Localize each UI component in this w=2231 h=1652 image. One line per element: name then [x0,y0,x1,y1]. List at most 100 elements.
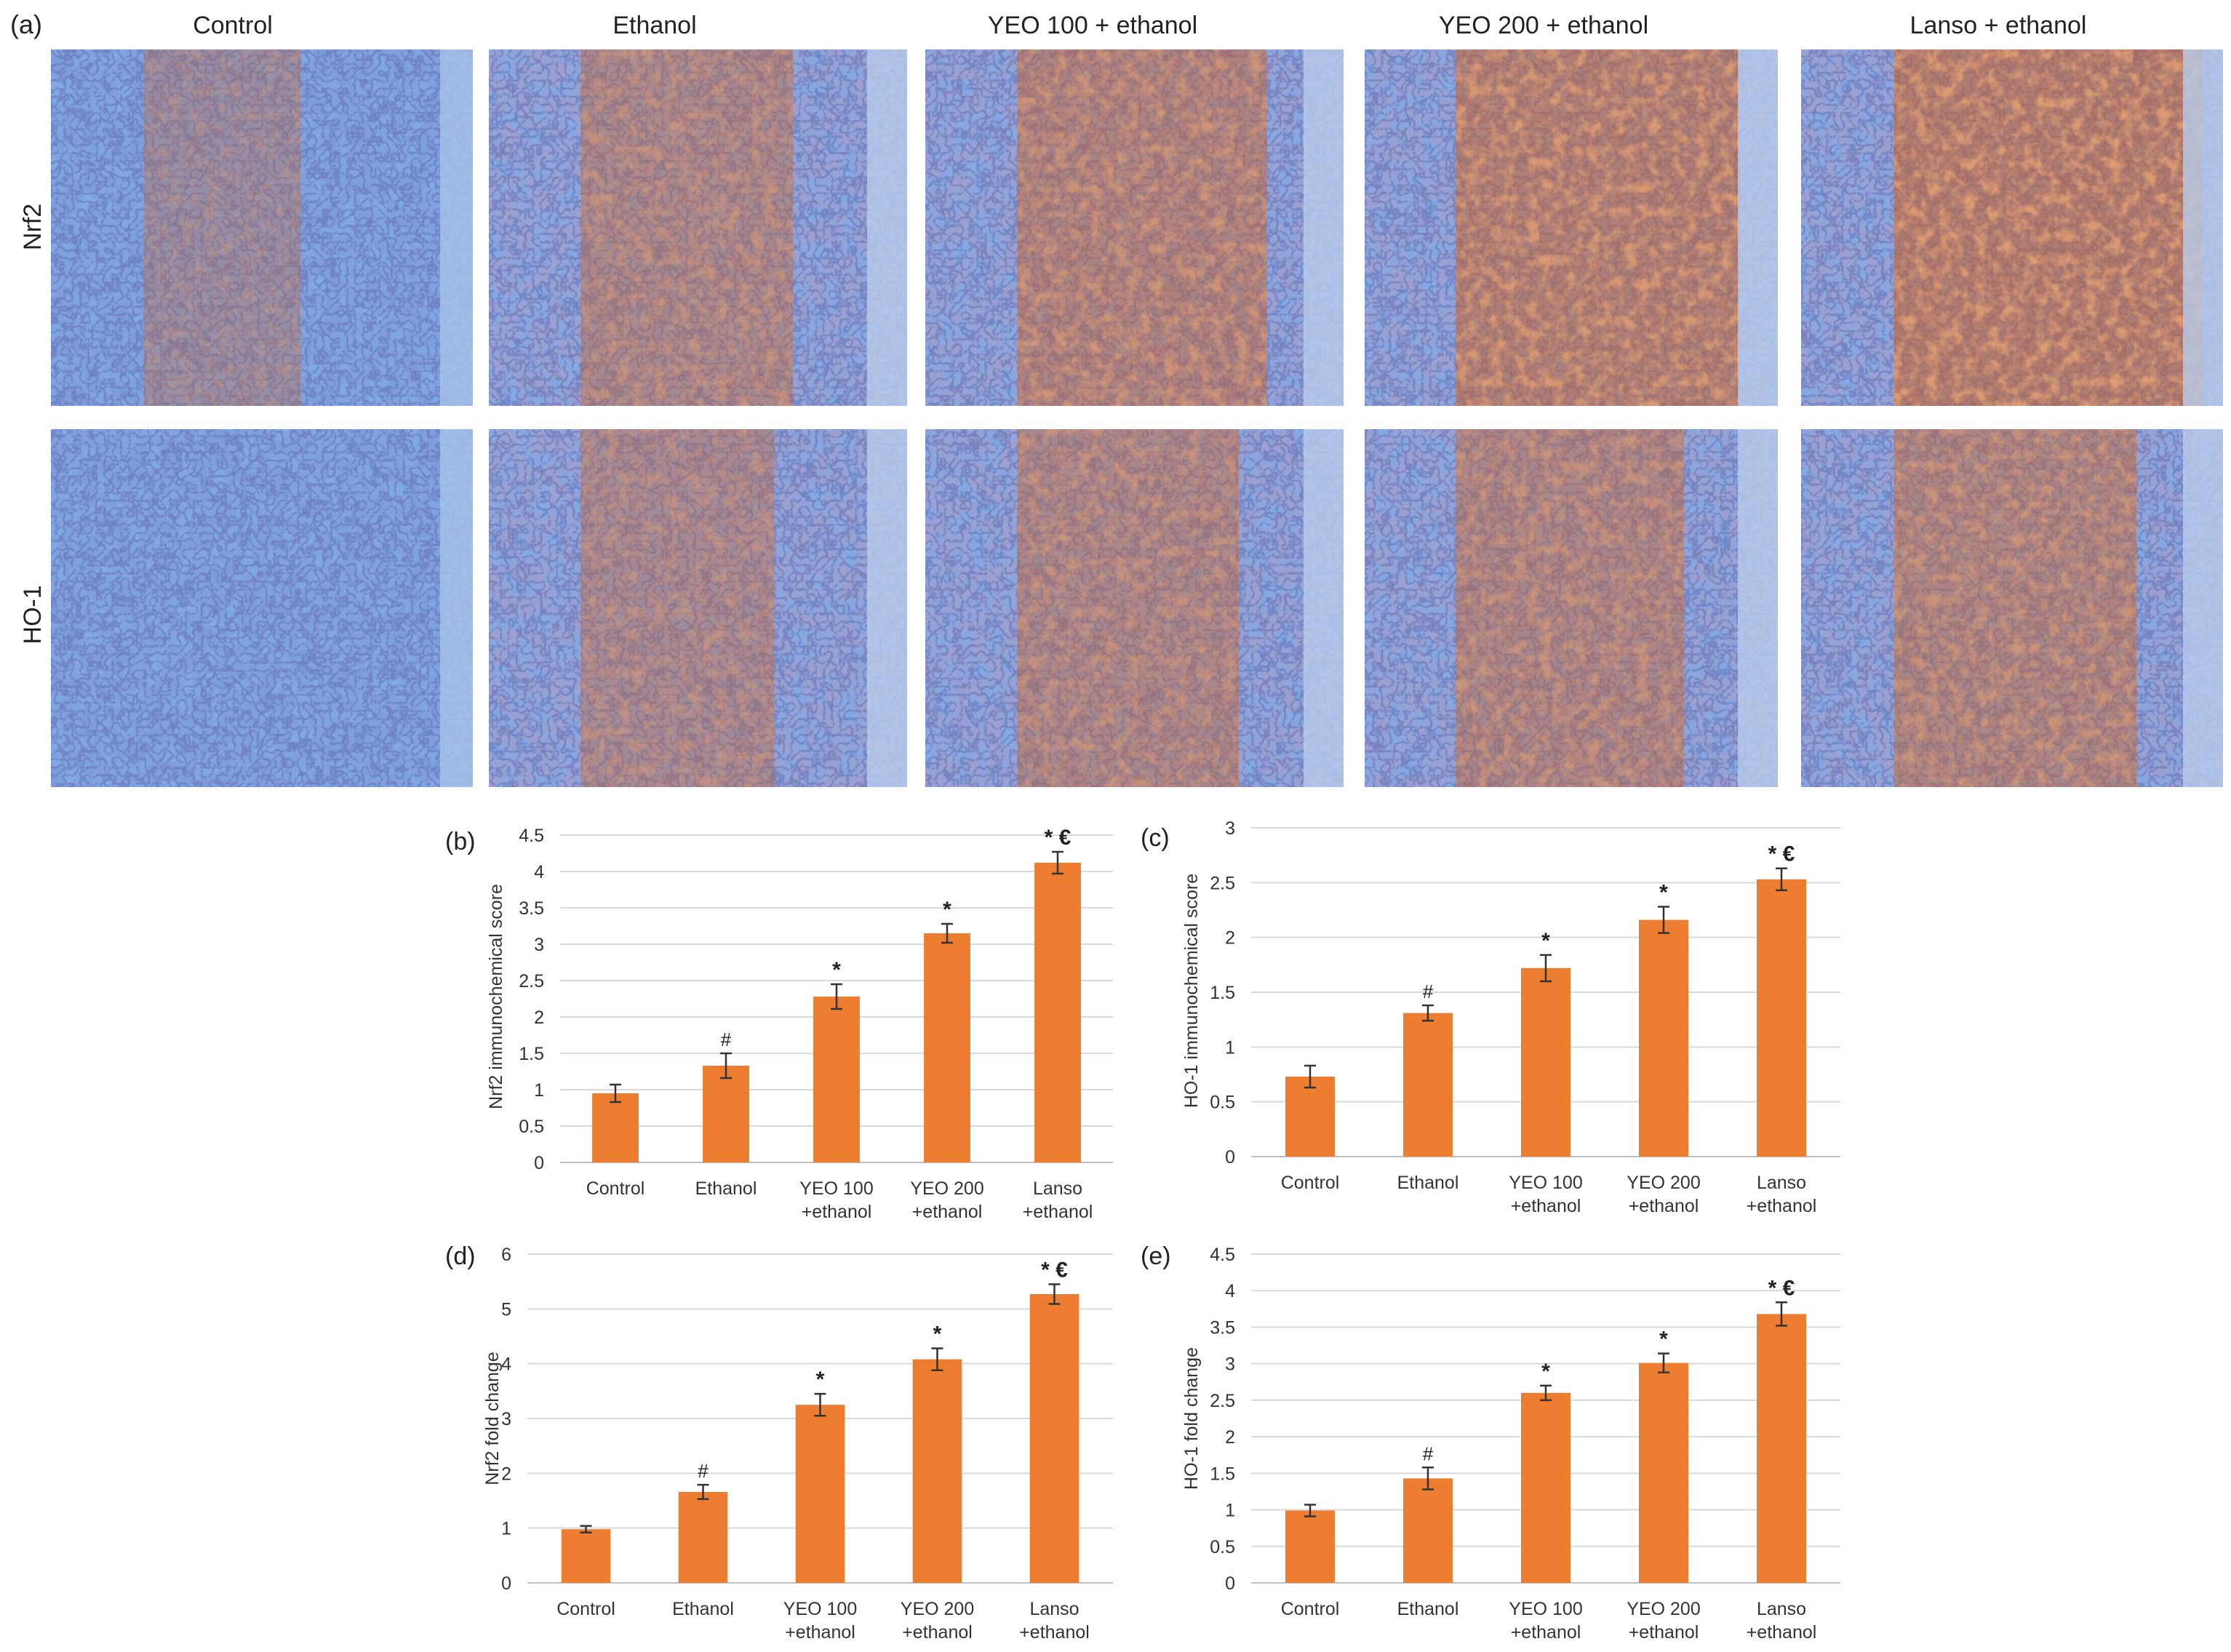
micrograph-muscle-layer [1304,429,1344,787]
micrograph-muscle-layer [2183,49,2223,406]
y-tick-label: 3 [501,1409,511,1429]
micrograph-brown-texture [1017,429,1240,787]
bar-lanso-ethanol [1034,863,1081,1162]
bar-yeo-100-ethanol [813,997,860,1162]
micrograph-muscle-layer [867,429,907,787]
bar-lanso-ethanol [1756,1314,1807,1583]
chart-ho1-immunochemical-score: (c) 0 0.5 1 1.5 2 2.5 3 HO-1 immunochemical scor… [1141,818,1840,1216]
x-tick-label: Control [586,1178,645,1199]
y-tick-label: 0 [501,1573,511,1594]
significance-marker: * [943,898,951,922]
bar-ethanol [1402,1478,1453,1583]
panel-label: (d) [445,1242,476,1270]
y-axis-title: Nrf2 immunochemical score [486,884,506,1109]
bar-yeo-100-ethanol [1520,1392,1571,1583]
x-tick-label: Ethanol [695,1178,757,1199]
bar-yeo-200-ethanol [1638,919,1689,1157]
micrograph-nrf2-ethanol [489,49,907,406]
bar-yeo-100-ethanol [795,1405,845,1583]
significance-marker: * € [1045,826,1071,850]
panel-label: (b) [445,828,476,855]
x-tick-label: Control [1281,1599,1340,1619]
significance-marker: * € [1768,842,1795,866]
x-tick-label: YEO 200 [1627,1173,1700,1193]
chart-nrf2-fold-change: (d) 0 1 2 3 4 5 6 Nrf2 fold change Control # Ethano… [445,1242,1113,1643]
micrograph-tissue [925,49,1344,406]
x-tick-label: Control [1281,1173,1340,1193]
x-tick-label: YEO 200 [910,1178,983,1199]
x-tick-label: +ethanol [785,1622,855,1643]
row-label-ho1: HO-1 [19,585,47,644]
y-tick-label: 1 [534,1080,544,1101]
micrograph-ho-1-lanso-ethanol [1801,429,2223,787]
micrograph-tissue [489,49,907,406]
x-tick-label: +ethanol [1629,1196,1699,1216]
x-tick-label: Lanso [1757,1173,1806,1193]
y-tick-label: 1 [1225,1037,1235,1058]
x-tick-label: +ethanol [1511,1196,1581,1216]
micrograph-ho-1-yeo-100-ethanol [925,429,1344,787]
y-tick-label: 0 [534,1153,544,1173]
y-tick-label: 3.5 [519,898,544,919]
row-label-nrf2: Nrf2 [19,204,47,250]
y-tick-label: 2 [1225,1427,1235,1448]
micrograph-brown-texture [1893,429,2137,787]
y-tick-label: 6 [501,1245,511,1265]
micrograph-brown-texture [580,49,794,406]
y-tick-label: 1.5 [1210,983,1235,1003]
x-tick-label: Lanso [1029,1599,1079,1619]
x-tick-label: YEO 200 [1627,1599,1700,1619]
y-tick-label: 4 [1225,1281,1235,1301]
micrograph-muscle-layer [867,49,907,406]
significance-marker: * [1659,1328,1668,1352]
micrograph-brown-texture [580,429,775,787]
micrograph-nrf2-yeo-200-ethanol [1365,49,1778,406]
y-axis-title: Nrf2 fold change [482,1352,503,1485]
x-tick-label: +ethanol [1023,1202,1093,1222]
x-tick-label: +ethanol [802,1202,872,1222]
bar-ethanol [678,1491,728,1583]
significance-marker: # [1423,981,1434,1002]
bar-control [561,1529,611,1583]
column-title-yeo100: YEO 100 + ethanol [988,12,1197,39]
micrograph-ho-1-yeo-200-ethanol [1365,429,1778,787]
column-title-yeo200: YEO 200 + ethanol [1439,12,1648,39]
column-title-lanso: Lanso + ethanol [1910,12,2087,39]
micrograph-brown-texture [1455,49,1740,406]
x-tick-label: YEO 100 [1509,1173,1582,1193]
x-tick-label: +ethanol [1629,1622,1699,1643]
micrograph-muscle-layer [1304,49,1344,406]
micrograph-grid [51,49,2223,787]
x-tick-label: Ethanol [1397,1173,1459,1193]
significance-marker: * [933,1322,942,1346]
micrograph-tissue [1365,49,1778,406]
bar-ethanol [703,1066,749,1162]
bar-yeo-200-ethanol [924,933,970,1162]
micrograph-brown-texture [143,49,301,406]
bar-control [1285,1077,1336,1157]
micrograph-brown-texture [1893,49,2203,406]
y-tick-label: 1.5 [519,1044,544,1064]
micrograph-nrf2-control [51,49,473,406]
y-tick-label: 0 [1225,1147,1235,1168]
bar-yeo-100-ethanol [1520,967,1571,1157]
bar-yeo-200-ethanol [1638,1362,1689,1583]
y-axis-title: HO-1 immunochemical score [1181,874,1202,1108]
y-tick-label: 0.5 [1210,1537,1235,1557]
chart-nrf2-immunochemical-score: (b) 0 0.5 1 1.5 2 2.5 3 3.5 4 4.5 Nrf2 immunochemic… [445,826,1113,1222]
y-tick-label: 0.5 [519,1117,544,1137]
y-tick-label: 2 [501,1464,511,1484]
micrograph-muscle-layer [2183,429,2223,787]
y-tick-label: 3 [1225,818,1235,839]
x-tick-label: +ethanol [1747,1622,1817,1643]
y-tick-label: 2 [534,1007,544,1028]
y-tick-label: 4.5 [519,826,544,846]
x-tick-label: +ethanol [1019,1622,1090,1643]
significance-marker: * [1541,1360,1550,1384]
micrograph-brown-texture [1017,49,1268,406]
x-tick-label: +ethanol [1511,1622,1581,1643]
micrograph-nrf2-yeo-100-ethanol [925,49,1344,406]
y-tick-label: 2 [1225,928,1235,949]
micrograph-tissue [51,49,473,406]
